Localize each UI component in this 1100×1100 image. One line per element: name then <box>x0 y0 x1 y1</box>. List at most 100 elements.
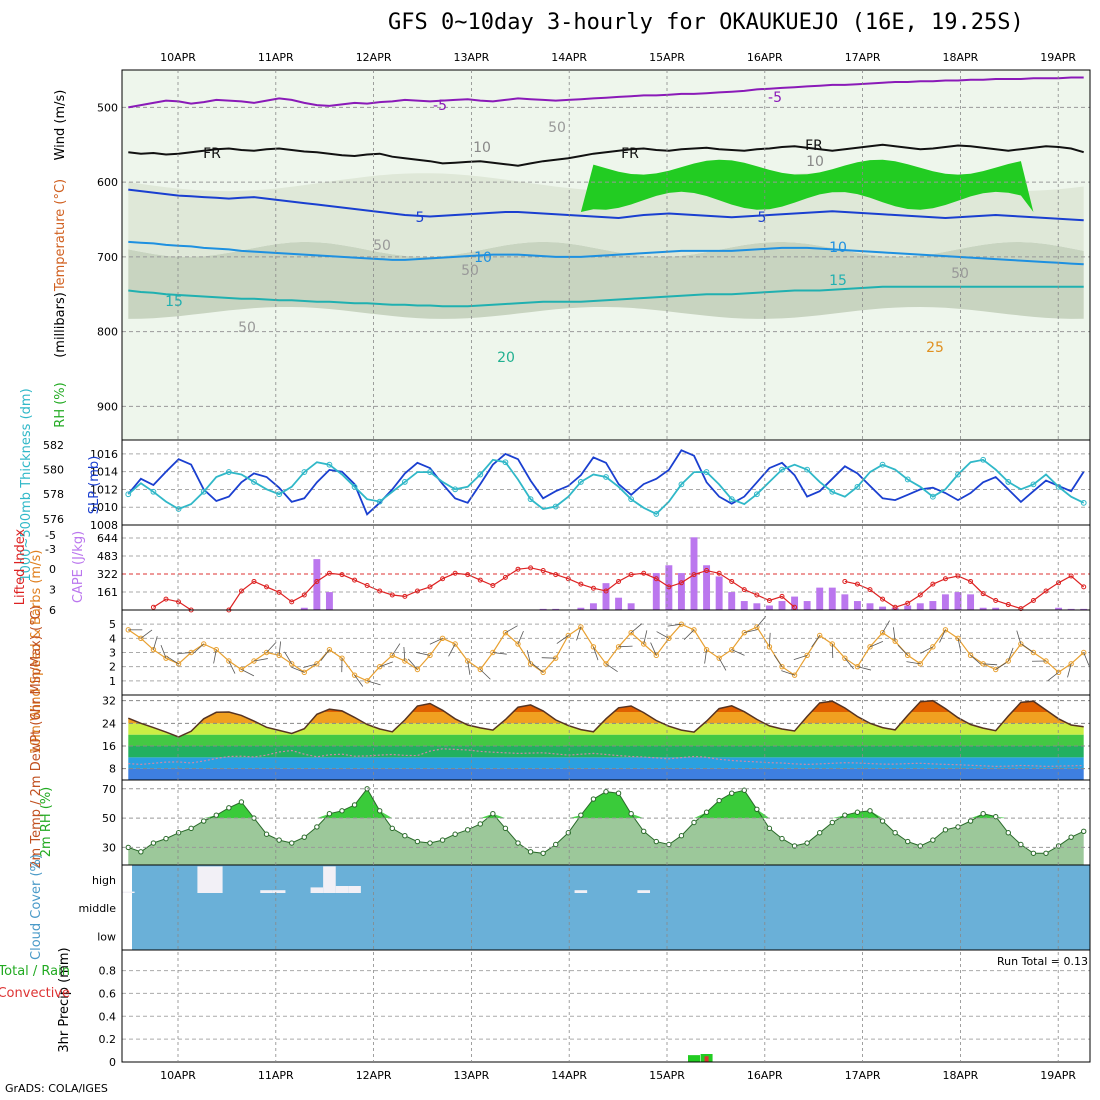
thickness-point <box>829 488 836 495</box>
cloud-bar <box>197 866 211 893</box>
lifted-index-point <box>364 583 370 589</box>
cape-bar <box>753 603 761 610</box>
contour-label: 20 <box>497 350 515 366</box>
wind-barb <box>897 644 909 656</box>
rh-point <box>716 797 722 804</box>
x-tick-top: 17APR <box>845 51 881 64</box>
lifted-index-point <box>515 566 521 572</box>
x-tick-bottom: 18APR <box>942 1069 978 1082</box>
rh-point <box>188 825 194 832</box>
y-tick: 16 <box>102 740 116 753</box>
wind-speed-point <box>502 629 509 636</box>
wind-speed-point <box>967 652 974 659</box>
lifted-index-point <box>465 572 471 578</box>
y-tick-left: 0 <box>49 563 56 576</box>
wind-speed-point <box>314 661 320 667</box>
lifted-index-point <box>603 588 609 594</box>
vertical-ylabel-part: Wind (m/s) <box>53 90 68 161</box>
lifted-index-point <box>414 588 420 594</box>
cape-bar <box>967 594 975 610</box>
wind-barb <box>177 652 192 655</box>
wind-speed-point <box>879 629 886 636</box>
wind-speed-point <box>842 655 848 661</box>
cloud-bar <box>209 866 223 893</box>
wind-barb <box>448 643 456 657</box>
cape-bar <box>828 587 836 610</box>
lifted-index-point <box>980 591 986 597</box>
wind-speed-point <box>389 652 395 659</box>
rh-point <box>729 790 735 796</box>
rh-point <box>754 806 760 813</box>
lifted-index-point <box>854 581 860 587</box>
temp-line <box>128 699 1084 738</box>
cape-bar <box>791 596 799 610</box>
wind-barb <box>906 661 921 665</box>
lifted-index-point <box>540 568 546 574</box>
cape-bar <box>552 608 560 610</box>
cape-bar <box>1055 607 1063 610</box>
wind-barb <box>532 663 544 673</box>
rh-point <box>615 790 622 796</box>
thickness-point <box>653 511 660 517</box>
rh-point <box>377 808 383 814</box>
wind-barb <box>291 666 305 673</box>
wind-speed-point <box>326 646 333 653</box>
cape-bar <box>715 576 723 610</box>
wind-speed-point <box>201 641 207 647</box>
thickness-point <box>854 483 861 490</box>
wind-speed-point <box>1081 649 1087 656</box>
panel-frame <box>121 439 1091 526</box>
lifted-index-point <box>905 600 911 606</box>
wind-barb <box>983 663 998 666</box>
slp-ylabel-right: SLP (mb) <box>87 456 102 515</box>
y-tick-left: 578 <box>43 488 64 501</box>
rh-point <box>678 832 685 839</box>
y-tick: 900 <box>97 400 118 413</box>
contour-label: 50 <box>238 320 256 336</box>
footer-credit: GrADS: COLA/IGES <box>5 1082 108 1095</box>
cape-bar <box>765 605 773 610</box>
wind-barb <box>970 655 982 665</box>
wind-speed-point <box>817 632 823 639</box>
cloud-row-label: middle <box>78 902 116 915</box>
lifted-index-point <box>264 584 270 590</box>
wind-barb <box>793 654 808 661</box>
wind-speed-line <box>127 623 1085 682</box>
rh-point <box>502 825 509 832</box>
rh-point <box>326 811 333 817</box>
wind-barb <box>650 642 657 656</box>
wind-speed-point <box>175 661 182 667</box>
x-tick-top: 12APR <box>356 51 392 64</box>
rh-point <box>955 824 961 830</box>
wind-barb <box>416 652 431 656</box>
lifted-index-point <box>942 576 948 582</box>
x-tick-top: 19APR <box>1040 51 1076 64</box>
thickness-point <box>452 486 459 493</box>
lifted-index-point <box>578 581 584 587</box>
rh-point <box>339 808 345 814</box>
cape-bar <box>703 565 711 610</box>
lifted-index-point <box>641 570 647 576</box>
x-tick-top: 15APR <box>649 51 685 64</box>
wind-speed-point <box>1018 641 1024 647</box>
lifted-index-point <box>968 578 974 584</box>
wind-barb <box>756 616 767 628</box>
y-tick-left: -3 <box>45 543 56 556</box>
wind-barb <box>354 674 364 687</box>
thickness-point <box>1080 499 1087 506</box>
dewpoint-line <box>128 748 1084 768</box>
x-tick-bottom: 12APR <box>356 1069 392 1082</box>
wind-speed-point <box>578 624 584 630</box>
rh-point <box>540 850 546 856</box>
wind-barb <box>228 660 236 674</box>
cloud-bg <box>132 865 1090 950</box>
lifted-index-point <box>251 578 257 584</box>
wind-speed-point <box>653 652 659 659</box>
wind-barb <box>844 657 854 670</box>
temp-band <box>128 723 1084 735</box>
lifted-index-point <box>628 572 634 578</box>
x-tick-bottom: 17APR <box>845 1069 881 1082</box>
wind-barb <box>1067 663 1072 678</box>
wind-barb <box>153 636 158 650</box>
vertical-ylabel-part: RH (%) <box>53 382 68 427</box>
